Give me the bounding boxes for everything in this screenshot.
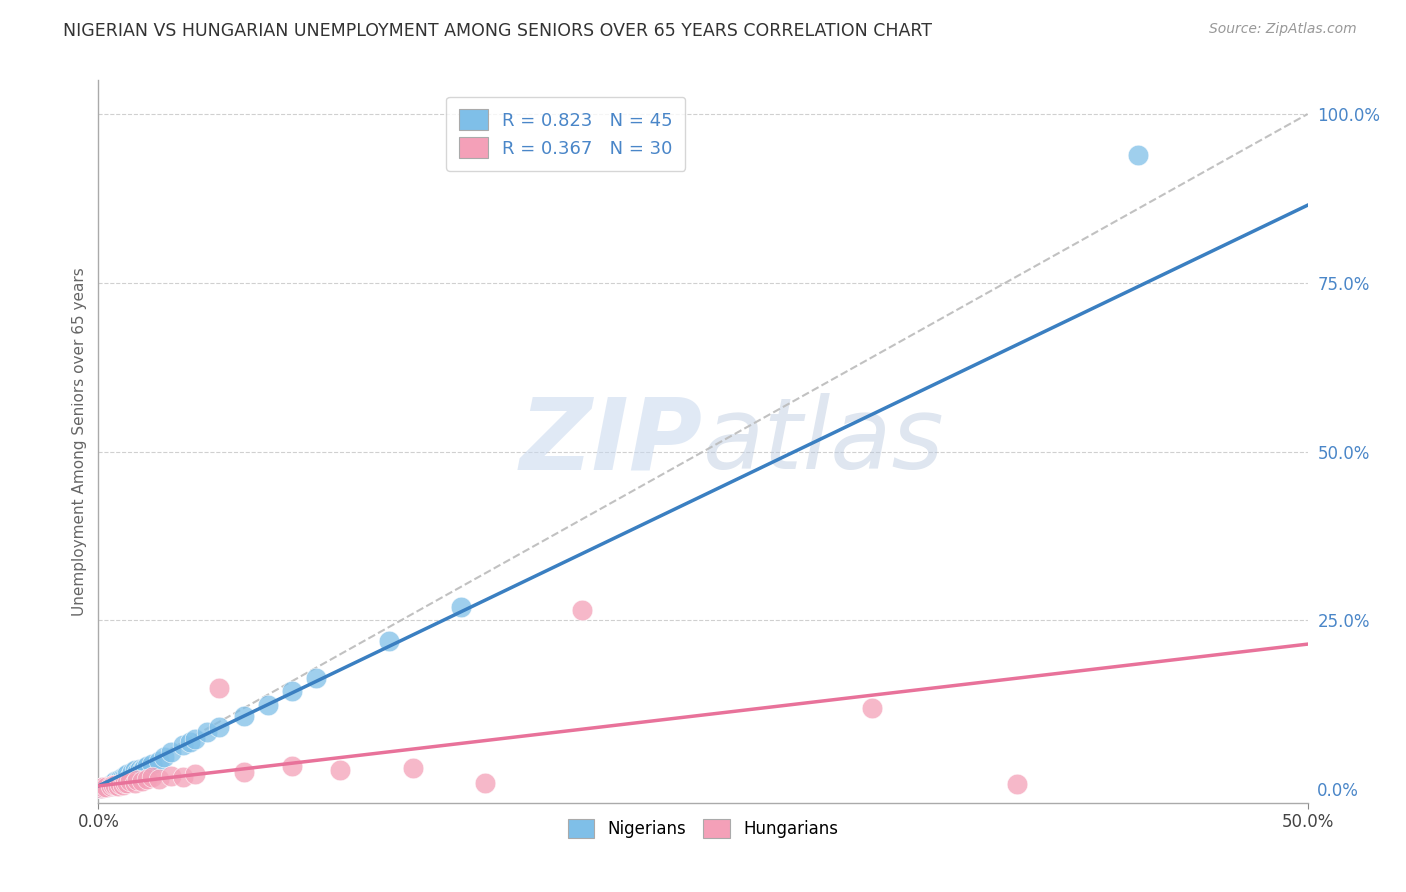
Point xyxy=(402,761,425,775)
Point xyxy=(305,671,328,685)
Point xyxy=(118,774,141,789)
Point xyxy=(184,731,207,746)
Text: Source: ZipAtlas.com: Source: ZipAtlas.com xyxy=(1209,22,1357,37)
Point xyxy=(104,774,127,789)
Point xyxy=(232,709,254,723)
Point xyxy=(208,681,231,695)
Point xyxy=(117,767,139,781)
Point xyxy=(100,778,122,792)
Point xyxy=(111,770,134,784)
Point xyxy=(121,765,143,780)
Point xyxy=(128,762,150,776)
Text: atlas: atlas xyxy=(703,393,945,490)
Text: ZIP: ZIP xyxy=(520,393,703,490)
Point xyxy=(172,739,194,753)
Point xyxy=(104,777,127,791)
Point xyxy=(90,780,112,795)
Point xyxy=(118,769,141,783)
Point xyxy=(104,778,127,792)
Point xyxy=(281,758,304,772)
Point xyxy=(256,698,278,712)
Point xyxy=(101,778,124,792)
Point xyxy=(329,764,352,778)
Point xyxy=(91,780,114,795)
Point xyxy=(107,779,129,793)
Legend: Nigerians, Hungarians: Nigerians, Hungarians xyxy=(561,813,845,845)
Point xyxy=(114,775,136,789)
Point xyxy=(141,756,163,771)
Point xyxy=(160,769,183,783)
Y-axis label: Unemployment Among Seniors over 65 years: Unemployment Among Seniors over 65 years xyxy=(72,268,87,615)
Point xyxy=(101,775,124,789)
Point xyxy=(232,765,254,780)
Point xyxy=(127,765,149,780)
Point xyxy=(141,770,163,784)
Point xyxy=(124,767,146,781)
Point xyxy=(114,769,136,783)
Point xyxy=(474,775,496,789)
Point xyxy=(91,780,114,795)
Point xyxy=(1007,777,1029,791)
Point xyxy=(100,779,122,793)
Point xyxy=(94,780,117,794)
Point xyxy=(124,775,146,789)
Point xyxy=(208,720,231,734)
Point xyxy=(127,772,149,787)
Point xyxy=(108,777,131,791)
Point xyxy=(184,767,207,781)
Point xyxy=(134,761,156,775)
Point xyxy=(131,774,153,789)
Point xyxy=(179,735,201,749)
Point xyxy=(172,770,194,784)
Point xyxy=(97,779,120,793)
Point xyxy=(131,764,153,778)
Point xyxy=(450,599,472,614)
Point xyxy=(152,750,174,764)
Point xyxy=(860,701,883,715)
Point xyxy=(90,780,112,795)
Point xyxy=(377,633,399,648)
Point xyxy=(108,772,131,787)
Point xyxy=(135,758,157,772)
Point xyxy=(135,772,157,787)
Point xyxy=(100,779,122,793)
Point xyxy=(101,778,124,792)
Point xyxy=(148,754,170,768)
Point xyxy=(94,780,117,794)
Point xyxy=(108,774,131,789)
Point xyxy=(571,603,593,617)
Point xyxy=(117,770,139,784)
Point xyxy=(111,778,134,792)
Point xyxy=(124,764,146,778)
Point xyxy=(195,725,218,739)
Point xyxy=(281,684,304,698)
Point xyxy=(148,772,170,787)
Text: NIGERIAN VS HUNGARIAN UNEMPLOYMENT AMONG SENIORS OVER 65 YEARS CORRELATION CHART: NIGERIAN VS HUNGARIAN UNEMPLOYMENT AMONG… xyxy=(63,22,932,40)
Point xyxy=(117,776,139,790)
Point xyxy=(114,772,136,787)
Point xyxy=(111,775,134,789)
Point xyxy=(1128,147,1150,161)
Point xyxy=(107,772,129,787)
Point xyxy=(160,745,183,759)
Point xyxy=(107,775,129,789)
